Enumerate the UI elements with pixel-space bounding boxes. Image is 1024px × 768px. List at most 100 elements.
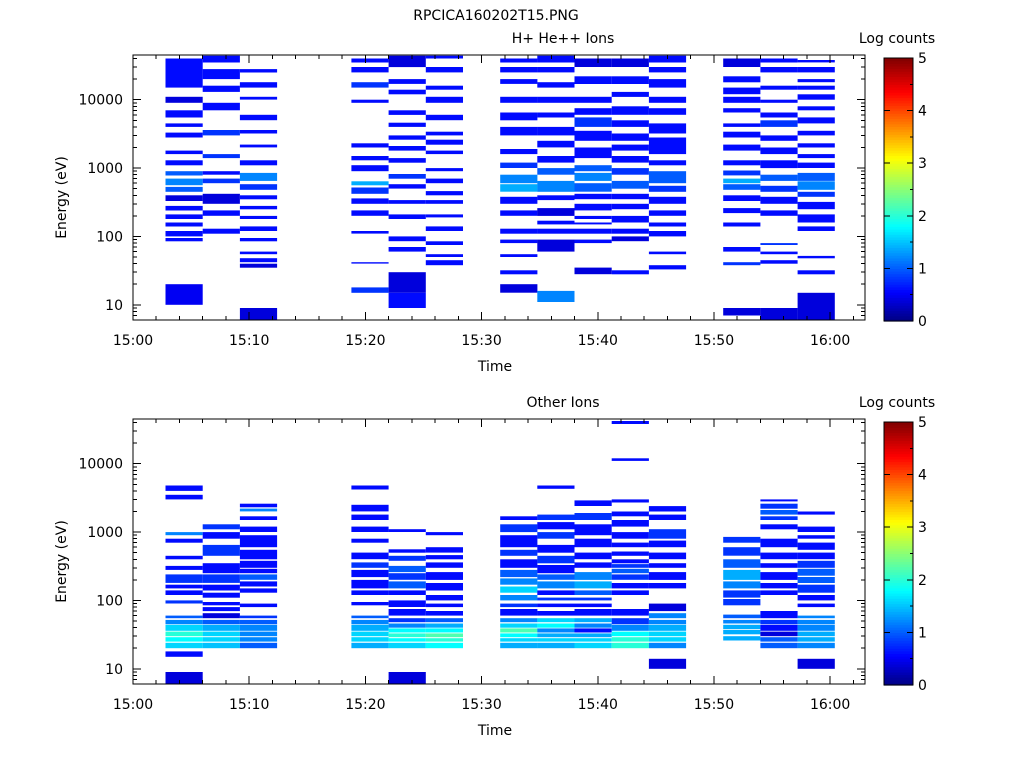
data-cell (574, 590, 612, 595)
data-cell (202, 178, 240, 184)
colorbar-segment (884, 645, 913, 649)
data-cell (723, 123, 761, 127)
data-cell (760, 611, 798, 619)
data-cell (239, 581, 278, 587)
colorbar-segment (884, 432, 913, 436)
colorbar-segment (884, 553, 913, 557)
colorbar-segment (884, 207, 913, 212)
data-cell (351, 569, 389, 578)
data-cell (574, 215, 612, 219)
data-cell (574, 228, 612, 234)
data-cell (537, 618, 575, 623)
data-cell (165, 160, 203, 166)
data-cell (500, 196, 538, 204)
data-cell (239, 144, 278, 148)
colorbar-segment (884, 118, 913, 122)
colorbar-segment (884, 257, 913, 262)
data-cell (760, 572, 798, 580)
data-cell (388, 184, 426, 189)
data-cell (648, 603, 687, 612)
y-axis-label: Energy (eV) (54, 156, 70, 239)
colorbar-segment (884, 464, 913, 468)
colorbar-segment (884, 234, 913, 238)
data-cell (425, 603, 463, 608)
data-cell (500, 578, 538, 585)
data-cell (239, 82, 278, 88)
data-cell (165, 584, 203, 589)
data-cell (351, 514, 389, 520)
colorbar-segment (884, 629, 913, 633)
data-cell (611, 144, 649, 151)
colorbar-segment (884, 223, 913, 227)
data-cell (537, 168, 575, 175)
data-cell (425, 638, 463, 642)
data-cell (425, 633, 463, 638)
colorbar-segment (884, 490, 913, 494)
data-cell (202, 69, 240, 80)
data-cell (239, 631, 278, 637)
data-cell (351, 198, 389, 204)
data-cell (165, 532, 203, 536)
colorbar-segment (884, 424, 913, 428)
data-cell (760, 308, 798, 320)
data-cell (202, 228, 240, 234)
data-cell (797, 67, 835, 73)
colorbar-segment (884, 569, 913, 573)
data-cell (760, 510, 798, 515)
data-cell (723, 590, 761, 598)
colorbar-segment (884, 110, 913, 114)
colorbar-segment (884, 640, 913, 644)
data-cell (202, 102, 240, 111)
data-cell (165, 615, 203, 619)
data-cell (500, 126, 538, 136)
colorbar-segment (884, 163, 913, 167)
data-cell (760, 120, 798, 127)
data-cell (425, 96, 463, 103)
colorbar-segment (884, 247, 913, 251)
colorbar-segment (884, 126, 913, 130)
colorbar-segment (884, 514, 913, 518)
data-cell (760, 590, 798, 595)
data-cell (388, 609, 426, 616)
data-cell (425, 618, 463, 623)
data-cell (611, 228, 649, 234)
colorbar-segment (884, 81, 913, 85)
data-cell (574, 76, 612, 84)
spectrogram-cells (165, 55, 835, 320)
data-cell (797, 214, 835, 223)
colorbar-segment (884, 310, 913, 314)
colorbar-segment (884, 527, 913, 531)
data-cell (723, 131, 761, 138)
colorbar-segment (884, 139, 913, 143)
colorbar-segment (884, 669, 913, 673)
x-axis-label: Time (477, 723, 512, 739)
colorbar-segment (884, 178, 913, 183)
data-cell (574, 267, 612, 275)
colorbar-segment (884, 244, 913, 248)
data-cell (351, 58, 389, 63)
data-cell (723, 559, 761, 568)
data-cell (239, 637, 278, 642)
data-cell (611, 511, 649, 517)
data-cell (797, 117, 835, 124)
data-cell (723, 58, 761, 67)
x-tick-label: 15:40 (578, 697, 618, 713)
data-cell (537, 603, 575, 608)
data-cell (648, 540, 687, 548)
colorbar-segment (884, 276, 913, 280)
data-cell (425, 226, 463, 231)
data-cell (165, 123, 203, 127)
data-cell (648, 55, 687, 63)
colorbar-segment (884, 471, 913, 476)
data-cell (239, 130, 278, 134)
data-cell (165, 637, 203, 642)
data-cell (500, 270, 538, 275)
data-cell (648, 265, 687, 270)
data-cell (611, 532, 649, 539)
colorbar-segment (884, 147, 913, 151)
colorbar-segment (884, 595, 913, 599)
colorbar-tick-label: 0 (918, 678, 927, 694)
data-cell (574, 628, 612, 633)
data-cell (537, 544, 575, 553)
data-cell (574, 96, 612, 103)
